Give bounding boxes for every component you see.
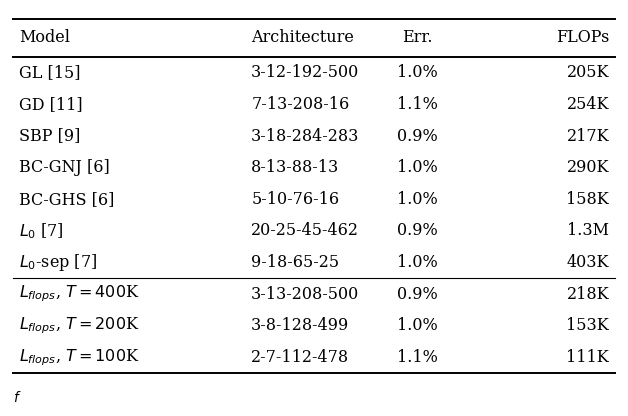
Text: Architecture: Architecture: [251, 30, 354, 46]
Text: Model: Model: [19, 30, 70, 46]
Text: 1.0%: 1.0%: [398, 64, 438, 81]
Text: 3-13-208-500: 3-13-208-500: [251, 286, 359, 302]
Text: 1.3M: 1.3M: [567, 223, 609, 239]
Text: $f$: $f$: [13, 390, 21, 405]
Text: 7-13-208-16: 7-13-208-16: [251, 96, 349, 113]
Text: $L_{flops}$, $T = 400$K: $L_{flops}$, $T = 400$K: [19, 284, 139, 305]
Text: 111K: 111K: [566, 349, 609, 366]
Text: 3-12-192-500: 3-12-192-500: [251, 64, 359, 81]
Text: 0.9%: 0.9%: [398, 286, 438, 302]
Text: $L_0$ [7]: $L_0$ [7]: [19, 221, 63, 241]
Text: $L_{flops}$, $T = 200$K: $L_{flops}$, $T = 200$K: [19, 315, 139, 336]
Text: 217K: 217K: [566, 128, 609, 144]
Text: 1.1%: 1.1%: [397, 96, 438, 113]
Text: 290K: 290K: [566, 159, 609, 176]
Text: SBP [9]: SBP [9]: [19, 128, 80, 144]
Text: 158K: 158K: [566, 191, 609, 208]
Text: 2-7-112-478: 2-7-112-478: [251, 349, 349, 366]
Text: 5-10-76-16: 5-10-76-16: [251, 191, 339, 208]
Text: GL [15]: GL [15]: [19, 64, 80, 81]
Text: 8-13-88-13: 8-13-88-13: [251, 159, 340, 176]
Text: 9-18-65-25: 9-18-65-25: [251, 254, 339, 271]
Text: 0.9%: 0.9%: [398, 128, 438, 144]
Text: 3-18-284-283: 3-18-284-283: [251, 128, 360, 144]
Text: 1.0%: 1.0%: [398, 159, 438, 176]
Text: GD [11]: GD [11]: [19, 96, 82, 113]
Text: 1.1%: 1.1%: [397, 349, 438, 366]
Text: 153K: 153K: [566, 317, 609, 334]
Text: 254K: 254K: [566, 96, 609, 113]
Text: 205K: 205K: [566, 64, 609, 81]
Text: 3-8-128-499: 3-8-128-499: [251, 317, 349, 334]
Text: 403K: 403K: [566, 254, 609, 271]
Text: BC-GHS [6]: BC-GHS [6]: [19, 191, 114, 208]
Text: 1.0%: 1.0%: [398, 191, 438, 208]
Text: 0.9%: 0.9%: [398, 223, 438, 239]
Text: $L_{flops}$, $T = 100$K: $L_{flops}$, $T = 100$K: [19, 347, 139, 368]
Text: 20-25-45-462: 20-25-45-462: [251, 223, 359, 239]
Text: 218K: 218K: [566, 286, 609, 302]
Text: FLOPs: FLOPs: [556, 30, 609, 46]
Text: 1.0%: 1.0%: [398, 317, 438, 334]
Text: 1.0%: 1.0%: [398, 254, 438, 271]
Text: Err.: Err.: [403, 30, 433, 46]
Text: $L_0$-sep [7]: $L_0$-sep [7]: [19, 252, 97, 273]
Text: BC-GNJ [6]: BC-GNJ [6]: [19, 159, 110, 176]
